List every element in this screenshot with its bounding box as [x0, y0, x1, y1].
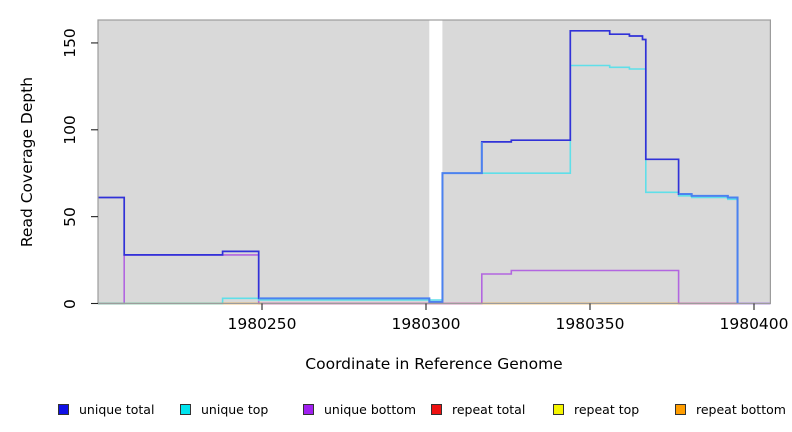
y-tick-label-0: 0: [61, 298, 79, 309]
legend-label: unique top: [201, 401, 269, 417]
legend-swatch-repeat-bottom: [675, 403, 686, 415]
panel-border: [97, 19, 772, 305]
legend-swatch-repeat-total: [431, 403, 442, 415]
series-unique-bottom: [98, 254, 771, 305]
legend-label: unique bottom: [324, 401, 417, 417]
legend-item-repeat-total: repeat total: [431, 401, 526, 417]
y-tick-label-150: 150: [61, 28, 79, 58]
y-tick-label-100: 100: [61, 114, 79, 145]
y-axis-title: Read Coverage Depth: [18, 76, 36, 248]
y-tick-label-50: 50: [61, 206, 79, 227]
legend-swatch-unique-top: [180, 403, 191, 415]
x-tick-label-1980250: 1980250: [227, 314, 297, 333]
x-tick-label-1980400: 1980400: [719, 314, 789, 333]
legend-label: repeat bottom: [696, 401, 786, 417]
legend-label: unique total: [79, 401, 155, 417]
legend-item-unique-bottom: unique bottom: [303, 401, 417, 417]
legend-item-repeat-bottom: repeat bottom: [675, 401, 786, 417]
x-axis-title: Coordinate in Reference Genome: [305, 355, 563, 373]
legend-label: repeat top: [574, 401, 640, 417]
legend-item-unique-top: unique top: [180, 401, 269, 417]
series-unique-total-blend-0: [258, 141, 483, 303]
legend-label: repeat total: [452, 401, 526, 417]
coverage-gap-band: [429, 19, 443, 303]
x-tick-label-1980300: 1980300: [391, 314, 461, 333]
series-unique-top: [98, 64, 739, 305]
legend-item-unique-total: unique total: [58, 401, 155, 417]
x-tick-label-1980350: 1980350: [555, 314, 625, 333]
legend-item-repeat-top: repeat top: [553, 401, 640, 417]
legend-swatch-repeat-top: [553, 403, 564, 415]
legend-swatch-unique-bottom: [303, 403, 314, 415]
series-unique-total-blend-1: [678, 193, 739, 304]
legend-swatch-unique-total: [58, 403, 69, 415]
